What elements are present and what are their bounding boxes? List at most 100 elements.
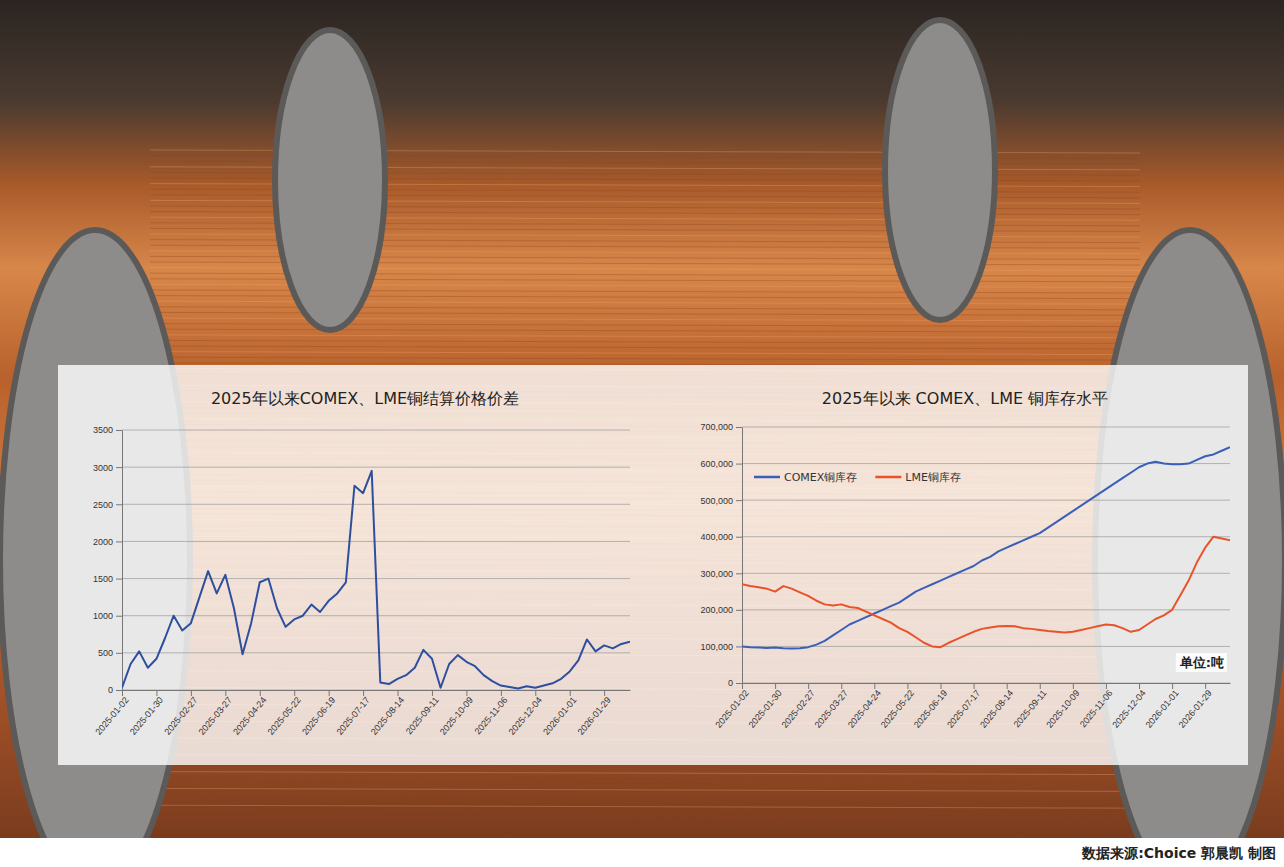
wire-texture: [150, 777, 1140, 780]
tick-label: 2025-08-14: [369, 695, 406, 737]
legend: COMEX铜库存LME铜库存: [754, 471, 961, 484]
x-tick: 2025-01-30: [128, 690, 165, 737]
x-tick: 2026-01-29: [1177, 683, 1214, 730]
y-tick: 500,000: [700, 496, 742, 506]
legend-swatch: [754, 476, 780, 479]
tick-mark: [116, 504, 122, 505]
wire-texture: [150, 346, 1140, 349]
tick-label: 2025-04-24: [846, 688, 883, 730]
tick-label: 3500: [93, 425, 113, 435]
y-tick: 0: [108, 685, 122, 695]
tick-label: 2025-06-19: [300, 695, 337, 737]
grid-line: [122, 504, 630, 505]
x-tick: 2026-01-29: [576, 690, 613, 737]
tick-mark: [116, 541, 122, 542]
tick-mark: [116, 579, 122, 580]
grid-line: [122, 652, 630, 653]
y-tick: 3000: [93, 463, 122, 473]
tick-label: 2025-09-11: [404, 695, 441, 736]
x-tick: 2025-01-30: [747, 683, 784, 730]
wire-texture: [150, 335, 1140, 338]
y-tick: 1000: [93, 611, 122, 621]
grid-line: [742, 500, 1230, 501]
grid-line: [742, 573, 1230, 574]
label-patch: [1176, 653, 1227, 672]
spool-rim: [885, 20, 995, 320]
background: [0, 0, 1284, 867]
x-tick: 2025-07-17: [945, 683, 982, 730]
wire-texture: [150, 772, 1140, 775]
tick-mark: [736, 427, 742, 428]
background-photo: [0, 0, 1284, 838]
tick-mark: [116, 690, 122, 691]
y-tick: 300,000: [700, 569, 742, 579]
wire-texture: [150, 766, 1140, 769]
x-tick: 2025-05-22: [266, 690, 303, 737]
tick-label: 2025-08-14: [978, 688, 1015, 730]
series-line: [742, 447, 1230, 649]
x-tick: 2025-03-27: [197, 690, 234, 737]
x-tick: 2025-01-02: [713, 683, 750, 730]
tick-label: 2025-04-24: [231, 695, 268, 737]
grid-line: [122, 615, 630, 616]
axis-line: [742, 428, 743, 684]
tick-label: 0: [108, 685, 113, 695]
grid: [742, 427, 1230, 683]
y-axis: 0100,000200,000300,000400,000500,000600,…: [700, 422, 742, 688]
tick-label: 200,000: [700, 605, 733, 615]
tick-label: 2025-11-06: [1078, 688, 1115, 729]
y-tick: 500: [98, 648, 122, 658]
axis-line: [743, 683, 1231, 684]
grid-line: [122, 690, 630, 691]
spool-rim: [275, 30, 385, 330]
tick-label: 2025-02-27: [162, 695, 199, 737]
x-tick: 2025-02-27: [780, 683, 817, 730]
x-tick: 2025-09-11: [404, 690, 441, 736]
chart-title: 2025年以来 COMEX、LME 铜库存水平: [822, 389, 1108, 408]
tick-label: 2025-03-27: [197, 695, 234, 737]
source-note: 数据来源:Choice 郭晨凯 制图: [1081, 845, 1276, 861]
canvas: 2025年以来COMEX、LME铜结算价格价差05001000150020002…: [0, 0, 1284, 867]
tick-mark: [736, 573, 742, 574]
series-line: [742, 537, 1230, 647]
wire-texture: [150, 324, 1140, 327]
y-tick: 100,000: [700, 642, 742, 652]
tick-mark: [116, 430, 122, 431]
tick-label: 500,000: [700, 496, 733, 506]
tick-label: 3000: [93, 463, 113, 473]
y-tick: 700,000: [700, 422, 742, 432]
tick-label: 2025-05-22: [879, 688, 916, 730]
wire-texture: [150, 357, 1140, 360]
footer-band: [0, 838, 1284, 867]
tick-label: 2000: [93, 537, 113, 547]
tick-mark: [116, 467, 122, 468]
tick-label: 2025-07-17: [335, 695, 372, 737]
grid-line: [742, 646, 1230, 647]
grid-line: [742, 536, 1230, 537]
grid-line: [742, 427, 1230, 428]
wire-texture: [150, 788, 1140, 791]
tick-mark: [116, 616, 122, 617]
x-tick: 2025-05-22: [879, 683, 916, 730]
legend-label: LME铜库存: [905, 471, 961, 484]
x-tick: 2025-09-11: [1012, 683, 1049, 729]
wire-texture: [150, 811, 1140, 814]
wire-texture: [150, 783, 1140, 786]
x-axis: 2025-01-022025-01-302025-02-272025-03-27…: [713, 683, 1230, 730]
wire-texture: [150, 318, 1140, 321]
x-tick: 2025-12-04: [1110, 683, 1147, 730]
tick-label: 1500: [93, 574, 113, 584]
tick-label: 2026-01-01: [541, 695, 578, 737]
x-tick: 2025-07-17: [335, 690, 372, 737]
tick-label: 2025-10-09: [438, 695, 475, 737]
chart: 2025年以来 COMEX、LME 铜库存水平0100,000200,00030…: [700, 389, 1230, 730]
tick-mark: [116, 653, 122, 654]
tick-label: 600,000: [700, 459, 733, 469]
tick-label: 2025-01-02: [93, 695, 130, 737]
tick-label: 2025-06-19: [912, 688, 949, 730]
tick-label: 2025-12-04: [1110, 688, 1147, 730]
legend-swatch: [875, 476, 901, 479]
wire-texture: [150, 794, 1140, 797]
tick-label: 2026-01-01: [1144, 688, 1181, 730]
tick-label: 2025-01-02: [713, 688, 750, 730]
